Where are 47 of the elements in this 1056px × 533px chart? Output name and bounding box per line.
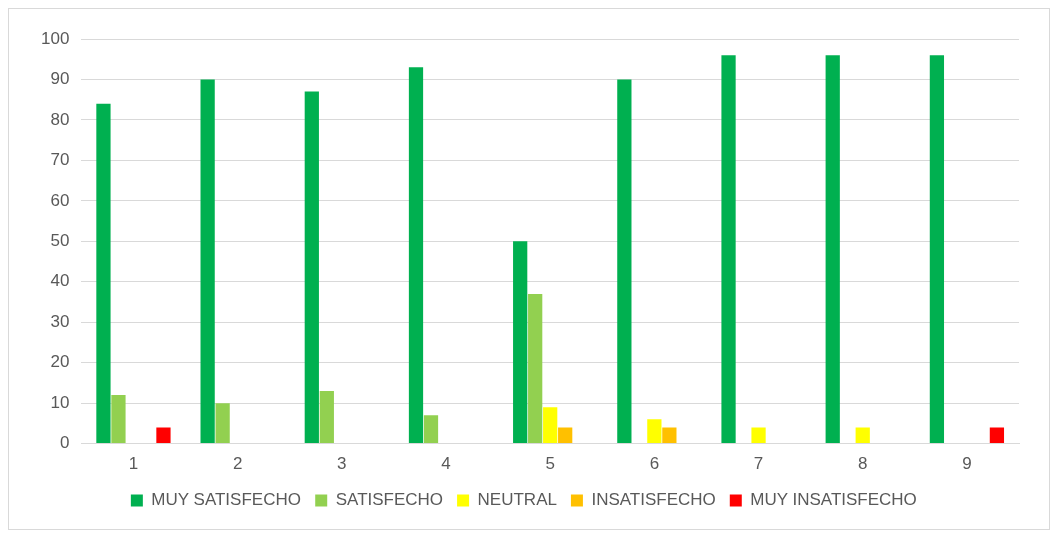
x-tick-label: 3 — [337, 454, 347, 474]
y-tick-label: 10 — [50, 392, 70, 412]
y-tick-label: 0 — [59, 433, 70, 453]
bar — [96, 103, 111, 444]
x-tick-label: 6 — [649, 454, 660, 474]
bar — [215, 403, 230, 444]
bar — [408, 67, 424, 444]
y-tick-label: 30 — [50, 311, 70, 331]
legend-label: MUY INSATISFECHO — [750, 490, 917, 510]
x-tick-label: 8 — [857, 454, 868, 474]
bar — [989, 427, 1005, 444]
legend-label: NEUTRAL — [477, 490, 557, 510]
bar — [721, 55, 736, 444]
legend-label: MUY SATISFECHO — [151, 490, 301, 510]
y-tick-label: 100 — [40, 28, 70, 48]
y-tick-label: 40 — [50, 271, 70, 291]
y-tick-label: 80 — [50, 109, 70, 129]
bar — [513, 241, 528, 444]
bar — [304, 91, 319, 444]
bar — [319, 391, 334, 444]
bar — [156, 427, 171, 444]
x-tick-label: 1 — [128, 454, 139, 474]
legend-label: INSATISFECHO — [591, 490, 716, 510]
bar — [855, 427, 870, 444]
bar — [929, 55, 945, 444]
bar — [662, 427, 677, 444]
bar — [751, 427, 766, 444]
bar — [543, 407, 558, 444]
y-tick-label: 50 — [50, 230, 70, 250]
y-tick-label: 60 — [50, 190, 70, 210]
x-tick-label: 7 — [753, 454, 764, 474]
y-tick-label: 90 — [50, 69, 70, 89]
bar — [200, 79, 215, 444]
legend-label: SATISFECHO — [335, 490, 444, 510]
x-tick-label: 4 — [441, 454, 451, 474]
bar — [423, 415, 439, 444]
y-tick-label: 20 — [50, 352, 70, 372]
x-tick-label: 5 — [545, 454, 555, 474]
x-tick-label: 2 — [232, 454, 243, 474]
y-tick-label: 70 — [50, 150, 70, 170]
bar — [111, 395, 126, 444]
bar — [558, 427, 573, 444]
bar — [617, 79, 632, 444]
bar — [647, 419, 662, 444]
bar — [528, 293, 543, 444]
bar — [825, 55, 840, 444]
x-tick-label: 9 — [962, 454, 972, 474]
